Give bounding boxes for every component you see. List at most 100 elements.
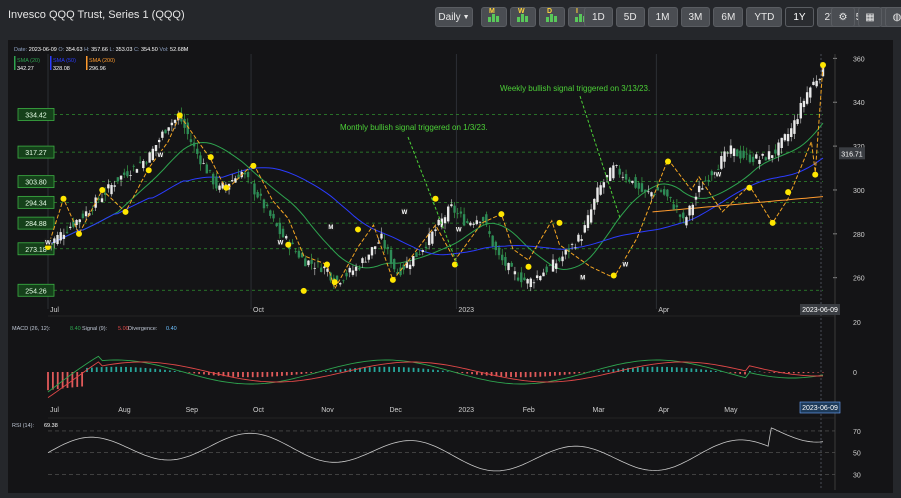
macd-histogram-bar: [271, 372, 274, 377]
lower-x-axis-label: 2023: [458, 407, 474, 414]
macd-histogram-bar: [232, 372, 235, 377]
candle-body: [462, 214, 466, 226]
swing-point-marker: [285, 241, 292, 248]
macd-histogram-bar: [120, 366, 123, 372]
macd-histogram-bar: [368, 367, 371, 372]
candle-body: [97, 198, 101, 200]
signal-badge: [156, 150, 164, 158]
macd-histogram-bar: [744, 372, 746, 375]
candle-body: [234, 178, 237, 183]
swing-point-marker: [76, 230, 82, 237]
macd-histogram-bar: [144, 368, 147, 372]
indicator-button-w[interactable]: W: [510, 7, 536, 27]
signal-badge: [327, 223, 335, 231]
macd-histogram-bar: [417, 368, 420, 372]
interval-dropdown[interactable]: Daily ▼: [435, 7, 473, 27]
candle-body: [682, 212, 685, 219]
candle-body: [497, 247, 501, 256]
candle-body: [189, 139, 193, 142]
page-title: Invesco QQQ Trust, Series 1 (QQQ): [8, 9, 185, 21]
macd-histogram-bar: [324, 371, 327, 372]
range-button-5d[interactable]: 5D: [615, 7, 645, 27]
macd-histogram-bar: [719, 371, 722, 372]
candle-body: [805, 92, 809, 104]
candle-body: [342, 280, 345, 282]
globe-icon[interactable]: ◍: [885, 7, 901, 27]
swing-point-marker: [355, 226, 361, 233]
price-level-label: 334.42: [25, 112, 47, 119]
swing-point-marker: [176, 112, 183, 119]
macd-histogram-bar: [373, 366, 376, 372]
candle-body: [123, 172, 126, 175]
sma-legend: SMA (20) 342.27 SMA (50) 328.08 SMA (200) 296…: [14, 56, 115, 72]
macd-histogram-bar: [237, 372, 239, 377]
macd-histogram-bar: [105, 366, 108, 372]
macd-histogram-bar: [670, 367, 673, 372]
candle-body: [186, 122, 189, 135]
rsi-tick-label: 30: [853, 473, 861, 480]
candle-body: [202, 162, 205, 164]
price-chart-svg[interactable]: Date: 2023-06-09 O: 354.63 H: 357.66 L: …: [8, 40, 893, 493]
candle-body: [199, 155, 202, 165]
candle-body: [275, 223, 278, 227]
candle-body: [250, 182, 253, 184]
candle-body: [612, 165, 615, 179]
candle-body: [75, 220, 78, 226]
candle-body: [494, 241, 498, 251]
macd-label: MACD (26, 12):: [12, 326, 51, 332]
candle-body: [91, 210, 94, 211]
calculator-icon[interactable]: ▦: [858, 7, 882, 27]
macd-div-label: Divergence:: [128, 326, 158, 332]
macd-histogram-bar: [787, 372, 790, 374]
candle-body: [596, 187, 599, 203]
candle-body: [56, 234, 59, 245]
macd-histogram-bar: [305, 372, 308, 374]
macd-histogram-bar: [412, 367, 415, 372]
candle-body: [615, 165, 618, 166]
range-button-6m[interactable]: 6M: [713, 7, 744, 27]
macd-histogram-bar: [334, 369, 337, 372]
macd-histogram-bar: [519, 372, 522, 378]
settings-icon[interactable]: ⚙: [831, 7, 855, 27]
candle-body: [135, 169, 139, 173]
candle-body: [84, 211, 88, 217]
candle-body: [345, 272, 348, 277]
macd-histogram-bar: [802, 372, 805, 374]
signal-badge-letter: M: [328, 225, 333, 231]
candle-body: [602, 182, 606, 188]
signal-badge: [401, 207, 408, 215]
range-button-1y[interactable]: 1Y: [785, 7, 814, 27]
macd-histogram-bar: [476, 372, 478, 375]
candle-body: [259, 193, 263, 196]
range-button-1d[interactable]: 1D: [584, 7, 613, 27]
macd-histogram-bar: [51, 372, 54, 390]
macd-cursor-date-label: 2023-06-09: [802, 405, 838, 412]
price-level-label: 303.80: [25, 180, 47, 187]
range-button-3m[interactable]: 3M: [680, 7, 711, 27]
candle-body: [443, 217, 447, 224]
macd-histogram-bar: [90, 367, 93, 372]
last-price-box: [839, 147, 865, 160]
macd-histogram-bar: [339, 369, 342, 372]
candle-body: [459, 211, 463, 214]
signal-badge-letter: W: [716, 173, 722, 179]
indicator-button-m[interactable]: M: [481, 7, 507, 27]
candle-body: [685, 217, 688, 226]
range-button-ytd[interactable]: YTD: [746, 7, 783, 27]
candle-body: [256, 192, 259, 198]
candle-body: [453, 205, 456, 213]
candle-body: [262, 199, 266, 209]
chart-area[interactable]: Date: 2023-06-09 O: 354.63 H: 357.66 L: …: [8, 40, 893, 493]
macd-histogram-bar: [656, 366, 659, 372]
sma-legend-label: SMA (50): [53, 58, 76, 64]
candle-body: [81, 213, 85, 218]
indicator-button-d[interactable]: D: [539, 7, 565, 27]
candle-body: [767, 151, 771, 160]
candle-body: [157, 139, 161, 143]
macd-histogram-bar: [573, 372, 576, 374]
candle-body: [243, 172, 247, 175]
range-button-1m[interactable]: 1M: [647, 7, 678, 27]
price-level-box: [17, 195, 55, 209]
candle-body: [161, 131, 164, 138]
macd-histogram-bar: [690, 368, 693, 372]
